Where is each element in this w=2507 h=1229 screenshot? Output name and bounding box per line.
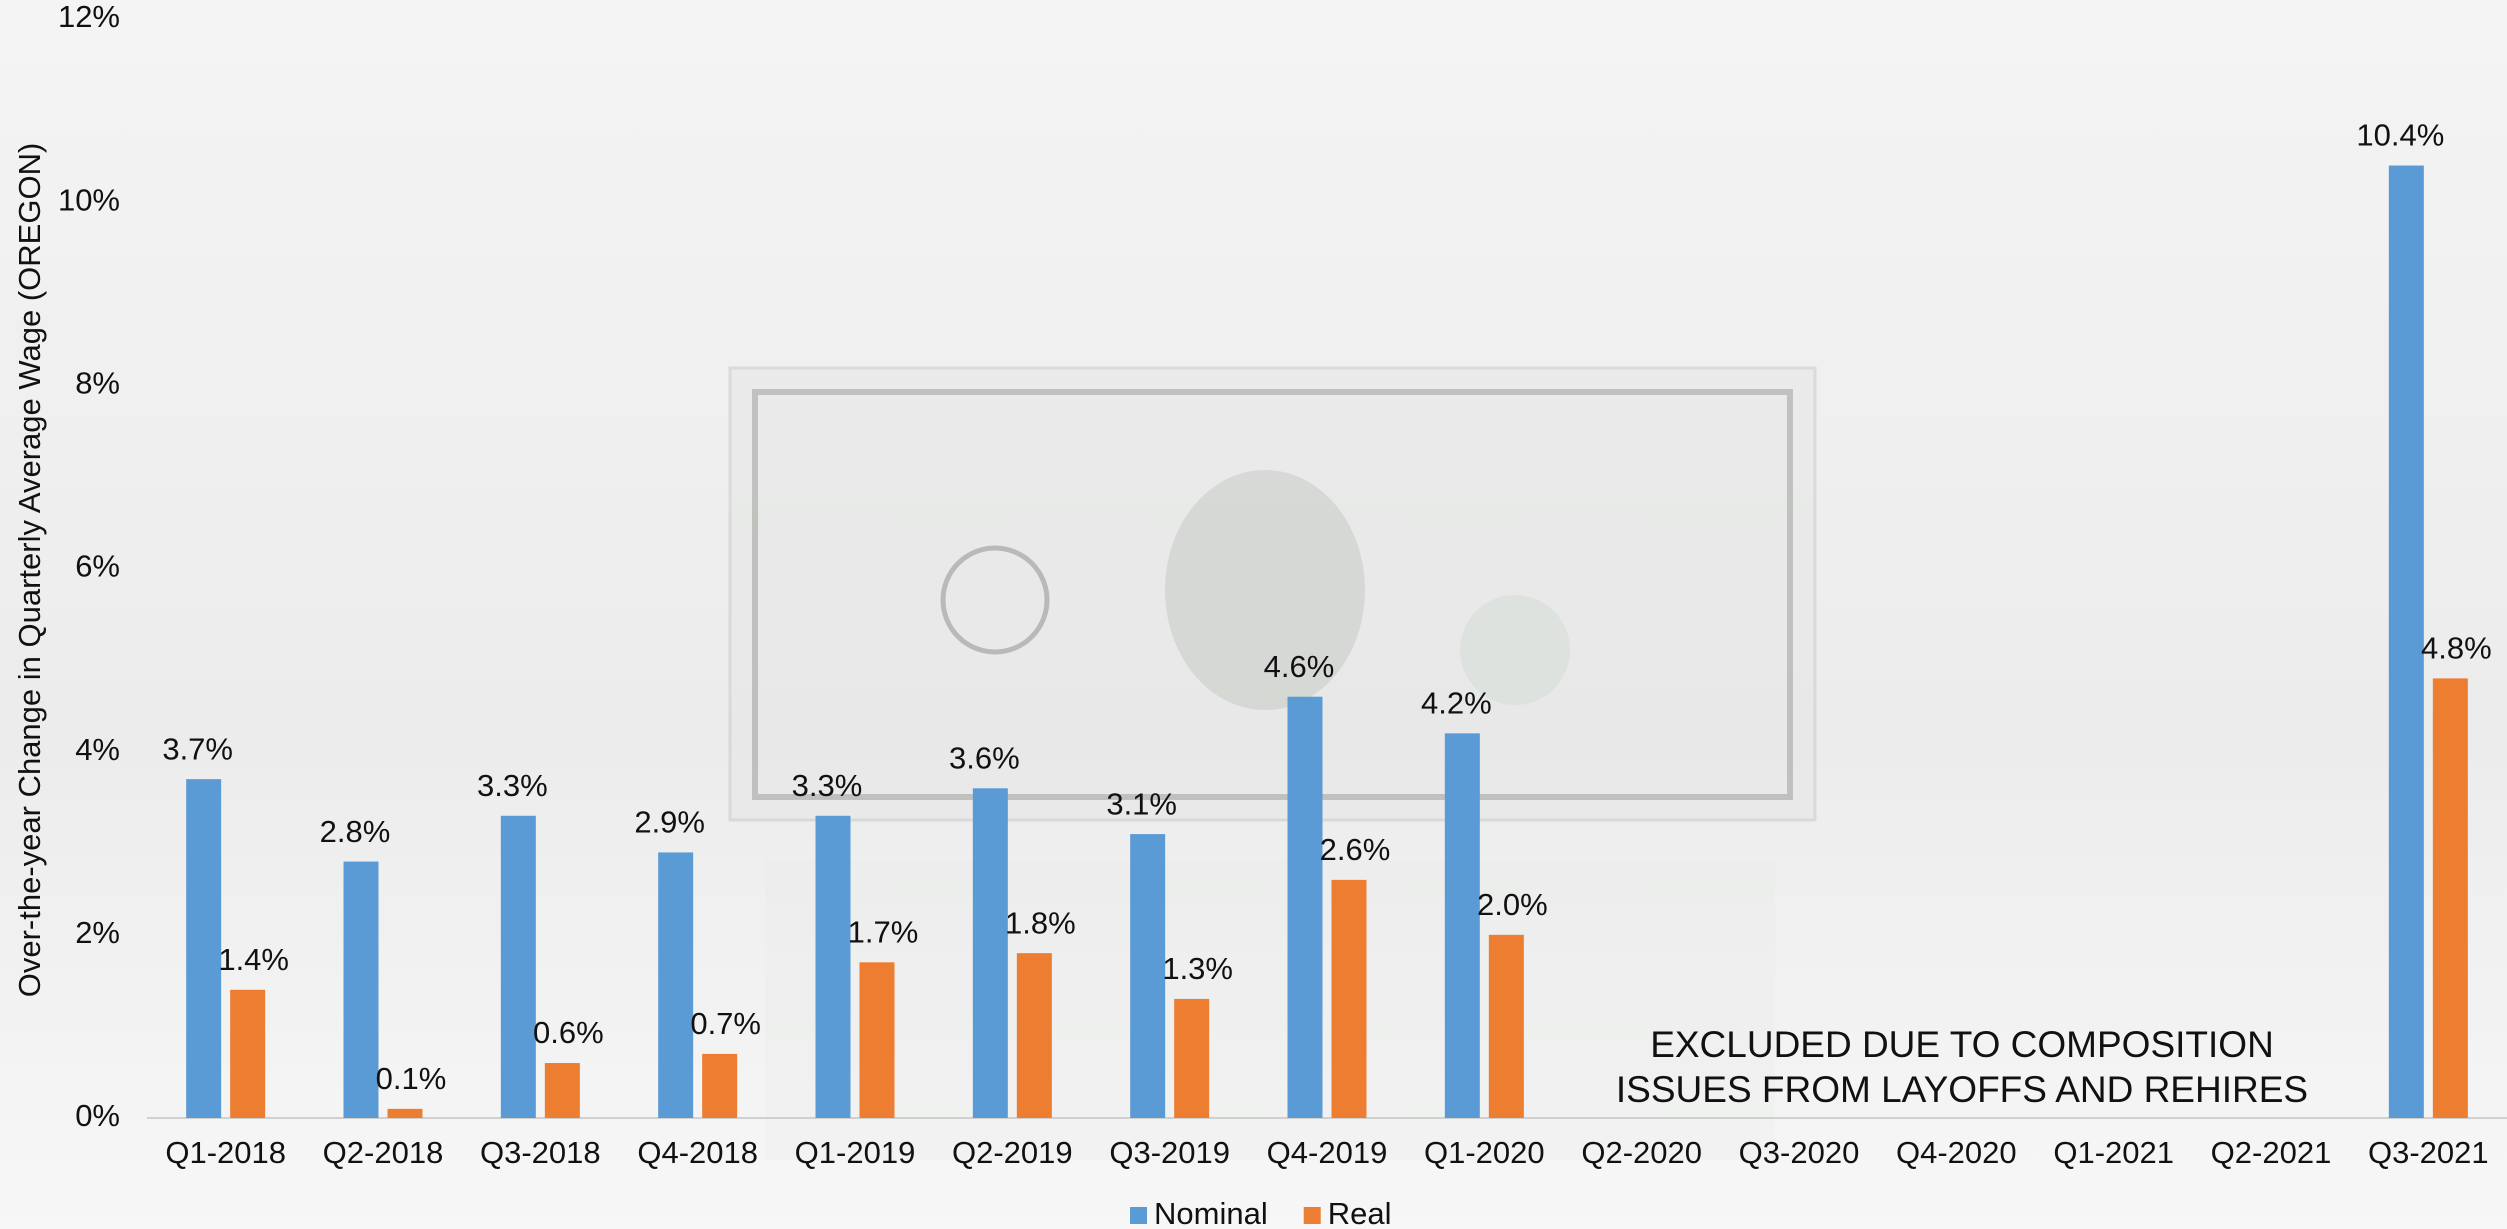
- y-tick-label: 2%: [75, 915, 120, 950]
- legend-label: Nominal: [1154, 1196, 1268, 1229]
- bar: [658, 852, 694, 1118]
- value-label: 3.3%: [477, 768, 548, 803]
- value-label: 2.6%: [1320, 832, 1391, 867]
- dollar-bill-photo: [728, 366, 1817, 1160]
- bar: [1174, 998, 1210, 1118]
- y-axis-title: Over-the-year Change in Quarterly Averag…: [12, 143, 47, 998]
- y-tick-label: 12%: [58, 0, 120, 34]
- value-label: 1.7%: [848, 914, 919, 949]
- bar: [2388, 165, 2424, 1119]
- x-tick-label: Q2-2020: [1581, 1135, 1702, 1170]
- value-label: 3.7%: [162, 731, 233, 766]
- bar: [2432, 678, 2468, 1118]
- y-tick-label: 10%: [58, 182, 120, 217]
- bar: [1130, 834, 1166, 1118]
- y-tick-label: 0%: [75, 1098, 120, 1133]
- bar: [815, 815, 851, 1118]
- value-label: 10.4%: [2356, 118, 2444, 153]
- value-label: 2.8%: [320, 814, 391, 849]
- y-tick-label: 8%: [75, 366, 120, 401]
- legend-swatch: [1130, 1207, 1147, 1224]
- annotation: EXCLUDED DUE TO COMPOSITION: [1650, 1024, 2274, 1065]
- value-label: 0.6%: [533, 1015, 604, 1050]
- x-tick-label: Q2-2021: [2211, 1135, 2332, 1170]
- x-tick-label: Q3-2019: [1109, 1135, 1230, 1170]
- bar: [343, 861, 379, 1118]
- value-label: 3.1%: [1106, 786, 1177, 821]
- y-tick-label: 6%: [75, 549, 120, 584]
- x-tick-label: Q1-2020: [1424, 1135, 1545, 1170]
- value-label: 4.6%: [1264, 649, 1335, 684]
- bar: [972, 788, 1008, 1118]
- x-tick-label: Q1-2021: [2053, 1135, 2174, 1170]
- value-label: 0.1%: [376, 1061, 447, 1096]
- value-label: 2.0%: [1477, 887, 1548, 922]
- value-label: 4.2%: [1421, 686, 1492, 721]
- x-tick-label: Q2-2018: [323, 1135, 444, 1170]
- x-tick-label: Q1-2019: [795, 1135, 916, 1170]
- bar: [230, 989, 266, 1118]
- value-label: 1.8%: [1005, 905, 1076, 940]
- value-label: 3.3%: [792, 768, 863, 803]
- bar: [500, 815, 536, 1118]
- x-tick-label: Q4-2018: [637, 1135, 758, 1170]
- annotation: ISSUES FROM LAYOFFS AND REHIRES: [1616, 1069, 2308, 1110]
- bar: [1444, 733, 1480, 1118]
- value-label: 3.6%: [949, 740, 1020, 775]
- bar: [1016, 953, 1052, 1118]
- x-tick-label: Q1-2018: [165, 1135, 286, 1170]
- value-label: 1.4%: [218, 942, 289, 977]
- x-tick-label: Q2-2019: [952, 1135, 1073, 1170]
- x-tick-label: Q3-2020: [1739, 1135, 1860, 1170]
- x-tick-label: Q3-2018: [480, 1135, 601, 1170]
- bar: [859, 962, 895, 1118]
- legend-swatch: [1303, 1207, 1321, 1224]
- bar: [1287, 696, 1323, 1118]
- y-tick-label: 4%: [75, 732, 120, 767]
- bar: [544, 1063, 580, 1118]
- bar: [1331, 879, 1367, 1118]
- x-tick-label: Q4-2020: [1896, 1135, 2017, 1170]
- value-label: 4.8%: [2421, 631, 2492, 666]
- value-label: 1.3%: [1162, 951, 1233, 986]
- legend-label: Real: [1328, 1196, 1392, 1229]
- value-label: 2.9%: [634, 805, 705, 840]
- bar: [1488, 934, 1524, 1118]
- x-tick-label: Q3-2021: [2368, 1135, 2489, 1170]
- bar: [387, 1108, 423, 1118]
- bar: [702, 1053, 738, 1118]
- bar: [186, 779, 222, 1118]
- x-tick-label: Q4-2019: [1267, 1135, 1388, 1170]
- value-label: 0.7%: [690, 1006, 761, 1041]
